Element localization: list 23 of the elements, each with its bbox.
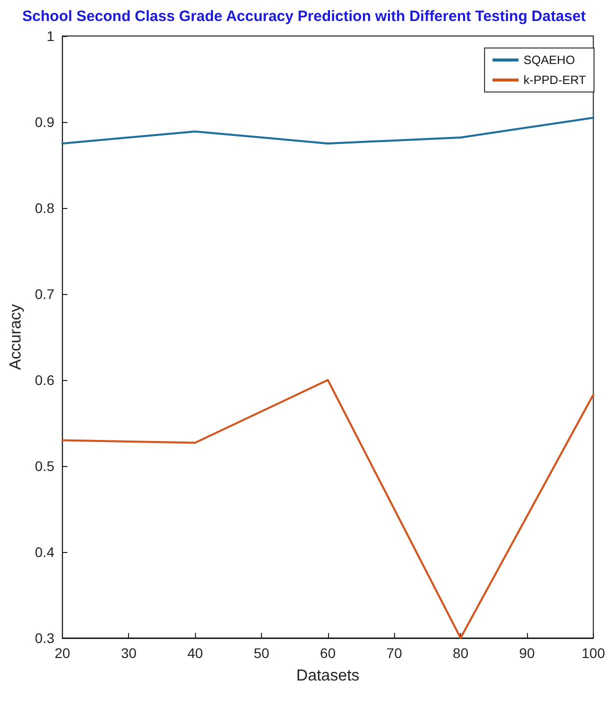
x-tick-label: 30 [120,645,137,661]
x-tick-label: 60 [320,645,336,661]
x-tick-label: 80 [452,645,469,661]
y-tick-label: 0.4 [34,544,55,560]
x-tick-label: 20 [54,645,70,661]
y-tick-label: 0.3 [34,630,55,646]
x-tick-label: 90 [519,645,535,661]
x-tick-label: 40 [187,645,204,661]
y-tick-label: 0.8 [34,200,55,216]
y-tick-label: 0.9 [34,114,55,130]
x-tick-label: 50 [254,645,270,661]
y-tick-label: 0.5 [34,458,55,474]
legend-label: SQAEHO [524,53,575,67]
legend-label: k-PPD-ERT [524,73,587,87]
x-axis-title: Datasets [296,668,360,684]
line-series [61,116,594,144]
y-axis-title: Accuracy [8,304,24,370]
y-tick-label: 0.6 [34,372,55,388]
x-tick-label: 100 [582,645,606,661]
chart-title: School Second Class Grade Accuracy Prediction with Different Testing Dataset [22,8,586,25]
y-tick-label: 1 [46,28,55,44]
y-tick-label: 0.7 [34,286,55,302]
x-tick-label: 70 [386,645,402,661]
